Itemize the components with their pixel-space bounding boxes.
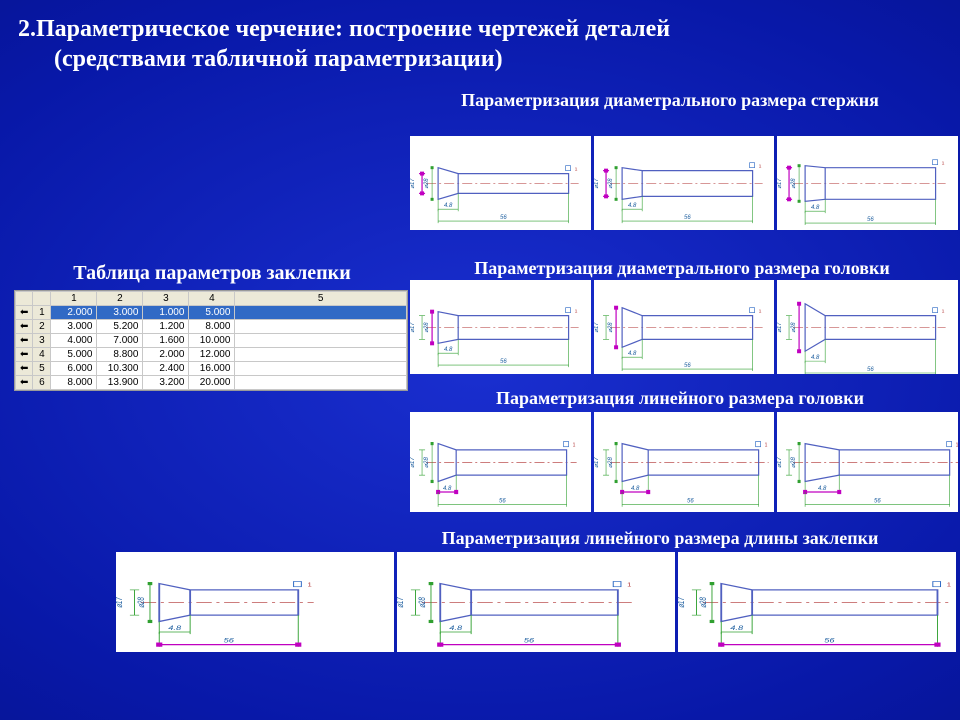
svg-text:⌀17: ⌀17 bbox=[777, 322, 783, 333]
drawing-panel: ⌀17 ⌀28 4.8 56 1 bbox=[678, 552, 956, 652]
svg-text:⌀28: ⌀28 bbox=[423, 457, 430, 468]
svg-text:⌀28: ⌀28 bbox=[608, 322, 614, 333]
svg-text:⌀28: ⌀28 bbox=[698, 597, 709, 608]
svg-text:⌀17: ⌀17 bbox=[397, 597, 406, 608]
svg-text:⌀17: ⌀17 bbox=[594, 178, 600, 189]
table-row[interactable]: ⬅68.00013.9003.20020.000 bbox=[16, 376, 407, 390]
table-row[interactable]: ⬅23.0005.2001.2008.000 bbox=[16, 320, 407, 334]
svg-text:56: 56 bbox=[499, 497, 506, 504]
svg-text:⌀28: ⌀28 bbox=[424, 322, 430, 333]
drawing-strip-3: ⌀17 ⌀28 4.8 56 1 ⌀17 ⌀28 4.8 56 1 ⌀17 ⌀28 4.8 56 1 bbox=[410, 412, 958, 512]
svg-text:1: 1 bbox=[947, 583, 952, 589]
label-row1: Параметризация диаметрального размера ст… bbox=[420, 90, 920, 111]
svg-text:⌀28: ⌀28 bbox=[791, 322, 797, 333]
svg-text:4.8: 4.8 bbox=[444, 203, 453, 209]
drawing-strip-2: ⌀17 ⌀28 4.8 56 1 ⌀17 ⌀28 4.8 56 1 ⌀17 ⌀28 4.8 56 1 bbox=[410, 280, 958, 374]
svg-text:⌀28: ⌀28 bbox=[136, 597, 147, 608]
title-line-2: (средствами табличной параметризации) bbox=[18, 44, 942, 74]
drawing-panel: ⌀17 ⌀28 4.8 56 1 bbox=[410, 280, 591, 374]
svg-text:4.8: 4.8 bbox=[730, 624, 744, 631]
drawing-panel: ⌀17 ⌀28 4.8 56 1 bbox=[116, 552, 394, 652]
drawing-panel: ⌀17 ⌀28 4.8 56 1 bbox=[397, 552, 675, 652]
drawing-panel: ⌀17 ⌀28 4.8 56 1 bbox=[777, 412, 958, 512]
svg-text:4.8: 4.8 bbox=[168, 624, 182, 631]
svg-text:⌀17: ⌀17 bbox=[410, 178, 416, 189]
drawing-panel: ⌀17 ⌀28 4.8 56 1 bbox=[777, 136, 958, 230]
svg-text:4.8: 4.8 bbox=[811, 205, 820, 211]
svg-text:4.8: 4.8 bbox=[628, 351, 637, 357]
svg-text:1: 1 bbox=[758, 309, 761, 315]
label-row3: Параметризация линейного размера головки bbox=[420, 388, 940, 409]
svg-text:⌀17: ⌀17 bbox=[678, 597, 687, 608]
label-row2: Параметризация диаметрального размера го… bbox=[412, 258, 952, 279]
title-line-1: 2.Параметрическое черчение: построение ч… bbox=[18, 14, 942, 44]
label-table: Таблица параметров заклепки bbox=[22, 262, 402, 285]
svg-text:56: 56 bbox=[524, 637, 535, 644]
drawing-panel: ⌀17 ⌀28 4.8 56 1 bbox=[777, 280, 958, 374]
drawing-strip-1: ⌀17 ⌀28 4.8 56 1 ⌀17 ⌀28 4.8 56 1 ⌀17 ⌀28 4.8 56 1 bbox=[410, 136, 958, 230]
svg-text:56: 56 bbox=[224, 637, 235, 644]
table-row[interactable]: ⬅12.0003.0001.0005.000 bbox=[16, 306, 407, 320]
svg-text:56: 56 bbox=[874, 497, 881, 504]
svg-text:⌀28: ⌀28 bbox=[424, 178, 430, 189]
svg-text:1: 1 bbox=[942, 309, 945, 315]
svg-text:56: 56 bbox=[500, 215, 507, 221]
svg-text:4.8: 4.8 bbox=[811, 355, 820, 361]
svg-text:4.8: 4.8 bbox=[818, 485, 827, 492]
svg-text:4.8: 4.8 bbox=[449, 624, 463, 631]
svg-text:4.8: 4.8 bbox=[443, 485, 452, 492]
svg-text:4.8: 4.8 bbox=[444, 347, 453, 353]
svg-text:1: 1 bbox=[764, 443, 767, 449]
svg-text:⌀28: ⌀28 bbox=[607, 457, 614, 468]
svg-text:56: 56 bbox=[867, 217, 874, 223]
svg-text:1: 1 bbox=[942, 161, 945, 167]
svg-text:⌀28: ⌀28 bbox=[791, 178, 797, 189]
drawing-panel: ⌀17 ⌀28 4.8 56 1 bbox=[410, 412, 591, 512]
svg-text:1: 1 bbox=[573, 443, 576, 449]
svg-text:1: 1 bbox=[627, 583, 632, 589]
svg-text:56: 56 bbox=[687, 497, 694, 504]
svg-text:⌀17: ⌀17 bbox=[116, 597, 125, 608]
svg-text:⌀17: ⌀17 bbox=[777, 457, 783, 468]
drawing-panel: ⌀17 ⌀28 4.8 56 1 bbox=[410, 136, 591, 230]
svg-text:4.8: 4.8 bbox=[631, 485, 640, 492]
table-row[interactable]: ⬅34.0007.0001.60010.000 bbox=[16, 334, 407, 348]
svg-text:56: 56 bbox=[684, 215, 691, 221]
svg-text:⌀28: ⌀28 bbox=[608, 178, 614, 189]
drawing-panel: ⌀17 ⌀28 4.8 56 1 bbox=[594, 280, 775, 374]
svg-text:1: 1 bbox=[575, 309, 578, 315]
svg-text:1: 1 bbox=[956, 443, 958, 449]
label-row4: Параметризация линейного размера длины з… bbox=[360, 528, 960, 549]
svg-text:1: 1 bbox=[758, 164, 761, 170]
svg-text:1: 1 bbox=[308, 583, 313, 589]
svg-text:⌀17: ⌀17 bbox=[410, 457, 416, 468]
svg-text:56: 56 bbox=[684, 363, 691, 369]
svg-text:1: 1 bbox=[575, 167, 578, 173]
parameter-table[interactable]: 12345 ⬅12.0003.0001.0005.000⬅23.0005.200… bbox=[14, 290, 408, 391]
table-row[interactable]: ⬅56.00010.3002.40016.000 bbox=[16, 362, 407, 376]
drawing-strip-4: ⌀17 ⌀28 4.8 56 1 ⌀17 ⌀28 4.8 56 1 ⌀17 ⌀28 4.8 56 1 bbox=[116, 552, 956, 652]
table-row[interactable]: ⬅45.0008.8002.00012.000 bbox=[16, 348, 407, 362]
svg-text:⌀17: ⌀17 bbox=[777, 178, 783, 189]
svg-text:56: 56 bbox=[867, 367, 874, 373]
svg-text:⌀28: ⌀28 bbox=[417, 597, 428, 608]
svg-text:⌀17: ⌀17 bbox=[410, 322, 416, 333]
drawing-panel: ⌀17 ⌀28 4.8 56 1 bbox=[594, 412, 775, 512]
svg-text:⌀17: ⌀17 bbox=[594, 322, 600, 333]
svg-text:⌀17: ⌀17 bbox=[594, 457, 600, 468]
svg-text:⌀28: ⌀28 bbox=[791, 457, 798, 468]
drawing-panel: ⌀17 ⌀28 4.8 56 1 bbox=[594, 136, 775, 230]
svg-text:4.8: 4.8 bbox=[628, 203, 637, 209]
svg-text:56: 56 bbox=[500, 359, 507, 365]
svg-text:56: 56 bbox=[824, 637, 835, 644]
